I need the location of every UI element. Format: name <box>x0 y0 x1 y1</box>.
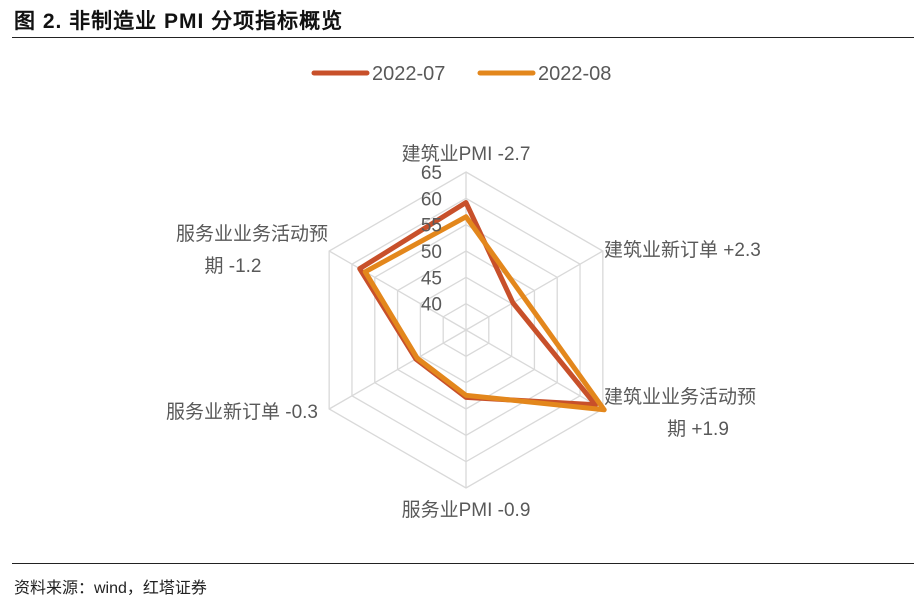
axis-label-1: 建筑业新订单 +2.3 <box>604 239 761 261</box>
axis-label-2: 建筑业业务活动预 <box>604 386 756 408</box>
source-note: 资料来源：wind，红塔证券 <box>14 580 207 597</box>
tick-label: 50 <box>421 242 442 263</box>
tick-label: 65 <box>421 163 442 184</box>
series-line-1 <box>362 214 607 413</box>
spoke-5 <box>328 250 467 331</box>
series-lines <box>357 200 607 413</box>
axis-label-5: 期 -1.2 <box>204 255 261 277</box>
tick-label: 60 <box>421 189 442 210</box>
spoke-4 <box>328 329 467 410</box>
bottom-rule <box>12 563 914 564</box>
legend-label-1: 2022-08 <box>538 63 611 85</box>
tick-labels: 40 45 50 55 60 65 <box>421 163 442 316</box>
figure-title: 图 2. 非制造业 PMI 分项指标概览 <box>14 10 344 33</box>
spoke-2 <box>465 329 604 410</box>
axis-label-3: 服务业PMI -0.9 <box>402 499 531 521</box>
top-rule <box>12 37 914 38</box>
legend-label-0: 2022-07 <box>372 63 445 85</box>
tick-label: 55 <box>421 216 442 237</box>
tick-label: 45 <box>421 268 442 289</box>
tick-label: 40 <box>421 295 442 316</box>
radar-grid <box>328 171 604 489</box>
axis-label-5: 服务业业务活动预 <box>176 223 328 245</box>
axis-label-4: 服务业新订单 -0.3 <box>166 401 318 423</box>
axis-label-2: 期 +1.9 <box>667 418 729 440</box>
axis-label-0: 建筑业PMI -2.7 <box>402 143 531 165</box>
legend: 2022-07 2022-08 <box>311 63 611 85</box>
spoke-1 <box>465 250 604 331</box>
